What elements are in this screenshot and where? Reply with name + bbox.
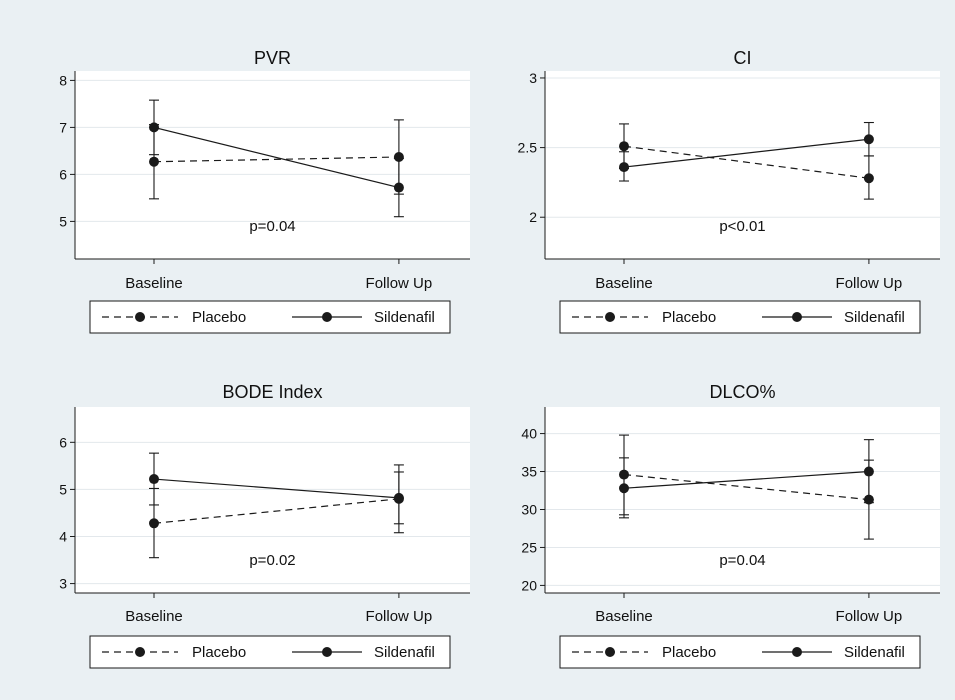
- y-tick-label: 35: [521, 464, 537, 480]
- plot-area: [75, 71, 470, 259]
- legend-label: Sildenafil: [374, 309, 435, 326]
- legend-label: Sildenafil: [844, 644, 905, 661]
- chart-grid: PVR 5 6 7 8 Baseline Follow Up p=0.04 Placebo Sil…: [59, 48, 940, 669]
- legend-marker: [605, 312, 615, 322]
- series-sildenafil: [619, 439, 874, 519]
- x-tick-label: Baseline: [125, 275, 183, 292]
- y-tick-label: 25: [521, 539, 537, 555]
- legend: Placebo Sildenafil: [89, 635, 451, 669]
- chart-title: DLCO%: [709, 382, 775, 402]
- series-placebo: [149, 119, 404, 200]
- legend-marker: [322, 312, 332, 322]
- data-point: [619, 483, 629, 494]
- x-tick-label: Follow Up: [366, 608, 433, 625]
- series-line: [153, 126, 400, 189]
- y-tick-label: 5: [59, 481, 67, 497]
- data-point: [393, 492, 404, 503]
- data-point: [863, 466, 874, 477]
- series-line: [153, 498, 399, 524]
- y-tick-label: 6: [59, 434, 67, 450]
- x-tick-label: Baseline: [595, 608, 653, 625]
- p-value-annotation: p<0.01: [719, 218, 765, 235]
- data-point: [149, 474, 159, 485]
- y-tick-label: 8: [59, 72, 67, 88]
- x-tick-label: Baseline: [125, 608, 183, 625]
- y-tick-label: 7: [59, 119, 67, 135]
- y-tick-label: 40: [521, 426, 537, 442]
- y-tick-label: 2: [529, 209, 537, 225]
- legend: Placebo Sildenafil: [559, 300, 921, 334]
- plot-area: [545, 407, 940, 593]
- y-tick-label: 6: [59, 166, 67, 182]
- legend-label: Placebo: [192, 309, 246, 326]
- x-tick-label: Follow Up: [366, 275, 433, 292]
- legend-label: Placebo: [192, 644, 246, 661]
- chart-title: CI: [734, 48, 752, 68]
- chart-title: BODE Index: [222, 382, 322, 402]
- series-sildenafil: [149, 452, 404, 525]
- y-tick-label: 3: [59, 576, 67, 592]
- chart-title: PVR: [254, 48, 291, 68]
- x-tick-label: Baseline: [595, 275, 653, 292]
- legend-marker: [792, 312, 802, 322]
- legend: Placebo Sildenafil: [559, 635, 921, 669]
- p-value-annotation: p=0.04: [249, 218, 295, 235]
- data-point: [393, 182, 404, 193]
- legend-label: Sildenafil: [374, 644, 435, 661]
- y-tick-label: 4: [59, 528, 67, 544]
- series-line: [623, 138, 869, 168]
- y-tick-label: 3: [529, 70, 537, 86]
- chart-panel: BODE Index 3 4 5 6 Baseline Follow Up p=0.02 Pla…: [59, 382, 470, 669]
- data-point: [149, 518, 159, 529]
- legend-label: Placebo: [662, 309, 716, 326]
- chart-panel: PVR 5 6 7 8 Baseline Follow Up p=0.04 Placebo Sil…: [59, 48, 470, 334]
- legend-marker: [322, 647, 332, 657]
- data-point: [149, 156, 159, 167]
- legend-marker: [135, 647, 145, 657]
- series-sildenafil: [149, 99, 404, 218]
- series-line: [623, 473, 869, 501]
- series-line: [153, 478, 399, 499]
- y-tick-label: 30: [521, 501, 537, 517]
- x-tick-label: Follow Up: [836, 275, 903, 292]
- series-line: [623, 470, 869, 489]
- data-point: [393, 152, 404, 163]
- y-tick-label: 20: [521, 577, 537, 593]
- plot-area: [75, 407, 470, 593]
- y-tick-label: 2.5: [518, 140, 538, 156]
- data-point: [863, 173, 874, 184]
- p-value-annotation: p=0.04: [719, 552, 765, 569]
- series-line: [623, 145, 869, 179]
- legend: Placebo Sildenafil: [89, 300, 451, 334]
- legend-label: Sildenafil: [844, 309, 905, 326]
- legend-label: Placebo: [662, 644, 716, 661]
- legend-marker: [135, 312, 145, 322]
- series-line: [153, 156, 399, 163]
- data-point: [619, 162, 629, 173]
- plot-area: [545, 71, 940, 259]
- series-sildenafil: [619, 121, 874, 182]
- data-point: [619, 141, 629, 152]
- chart-panel: CI 2 2.5 3 Baseline Follow Up p<0.01 Placebo Sil…: [518, 48, 940, 334]
- data-point: [149, 122, 159, 133]
- chart-panel: DLCO% 20 25 30 35 40 Baseline Follow Up p=0.04 Pl…: [521, 382, 940, 669]
- y-tick-label: 5: [59, 213, 67, 229]
- data-point: [863, 134, 874, 145]
- x-tick-label: Follow Up: [836, 608, 903, 625]
- legend-marker: [605, 647, 615, 657]
- p-value-annotation: p=0.02: [249, 552, 295, 569]
- legend-marker: [792, 647, 802, 657]
